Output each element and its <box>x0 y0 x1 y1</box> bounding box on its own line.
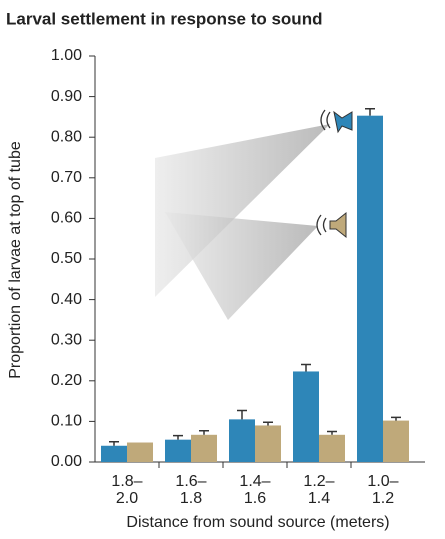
y-tick-label: 1.00 <box>51 47 82 64</box>
x-tick-label: 1.2– 1.4 <box>303 473 334 507</box>
error-bar <box>237 409 247 420</box>
chart-title: Larval settlement in response to sound <box>6 9 322 28</box>
y-tick-label: 0.70 <box>51 169 82 186</box>
bar <box>319 434 345 462</box>
error-bar <box>173 434 183 440</box>
error-bar <box>365 108 375 116</box>
y-tick-label: 0.10 <box>51 413 82 430</box>
y-tick-label: 0.30 <box>51 331 82 348</box>
y-tick-label: 0.60 <box>51 210 82 227</box>
error-bar <box>391 416 401 421</box>
bar <box>293 371 319 462</box>
speaker-icon <box>316 211 347 239</box>
y-axis-label: Proportion of larvae at top of tube <box>7 141 24 379</box>
sound-beams <box>155 109 353 320</box>
beam <box>165 212 318 320</box>
speaker-icon <box>320 109 353 134</box>
y-tick-label: 0.00 <box>51 453 82 470</box>
x-tick-label: 1.8– 2.0 <box>111 473 142 507</box>
y-tick-label: 0.80 <box>51 128 82 145</box>
error-bar <box>327 430 337 435</box>
y-tick-label: 0.50 <box>51 250 82 267</box>
error-bar <box>301 363 311 372</box>
bar <box>383 420 409 462</box>
error-bar <box>263 421 273 426</box>
bar <box>229 419 255 462</box>
y-tick-label: 0.40 <box>51 291 82 308</box>
bar <box>357 115 383 462</box>
bar <box>255 425 281 462</box>
y-tick-label: 0.90 <box>51 88 82 105</box>
x-tick-label: 1.6– 1.8 <box>175 473 206 507</box>
x-tick-label: 1.4– 1.6 <box>239 473 270 507</box>
x-axis-label: Distance from sound source (meters) <box>126 514 389 531</box>
error-bar <box>109 440 119 446</box>
bar <box>127 442 153 462</box>
bar <box>101 445 127 462</box>
error-bar <box>199 429 209 435</box>
bar <box>191 434 217 462</box>
x-tick-label: 1.0– 1.2 <box>367 473 398 507</box>
bar <box>165 439 191 462</box>
y-tick-label: 0.20 <box>51 372 82 389</box>
